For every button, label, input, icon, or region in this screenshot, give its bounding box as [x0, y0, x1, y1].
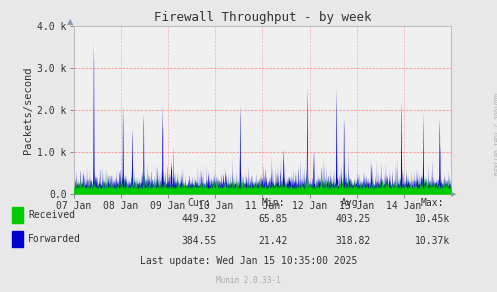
Text: 318.82: 318.82	[335, 236, 370, 246]
Text: Min:: Min:	[261, 198, 285, 208]
Title: Firewall Throughput - by week: Firewall Throughput - by week	[154, 11, 371, 24]
Text: Munin 2.0.33-1: Munin 2.0.33-1	[216, 276, 281, 285]
Text: RRDTOOL / TOBI OETIKER: RRDTOOL / TOBI OETIKER	[492, 93, 497, 176]
Text: Forwarded: Forwarded	[28, 234, 81, 244]
Text: ▲: ▲	[67, 17, 74, 26]
Text: 21.42: 21.42	[258, 236, 288, 246]
Text: 449.32: 449.32	[181, 214, 216, 224]
Text: 384.55: 384.55	[181, 236, 216, 246]
Text: 10.45k: 10.45k	[415, 214, 450, 224]
Text: Max:: Max:	[420, 198, 444, 208]
Text: ▶: ▶	[451, 191, 457, 197]
Y-axis label: Packets/second: Packets/second	[23, 67, 33, 154]
Text: Received: Received	[28, 210, 76, 220]
Text: 403.25: 403.25	[335, 214, 370, 224]
Text: Avg:: Avg:	[341, 198, 365, 208]
Text: Cur:: Cur:	[187, 198, 211, 208]
Text: 10.37k: 10.37k	[415, 236, 450, 246]
Text: 65.85: 65.85	[258, 214, 288, 224]
Text: Last update: Wed Jan 15 10:35:00 2025: Last update: Wed Jan 15 10:35:00 2025	[140, 256, 357, 266]
